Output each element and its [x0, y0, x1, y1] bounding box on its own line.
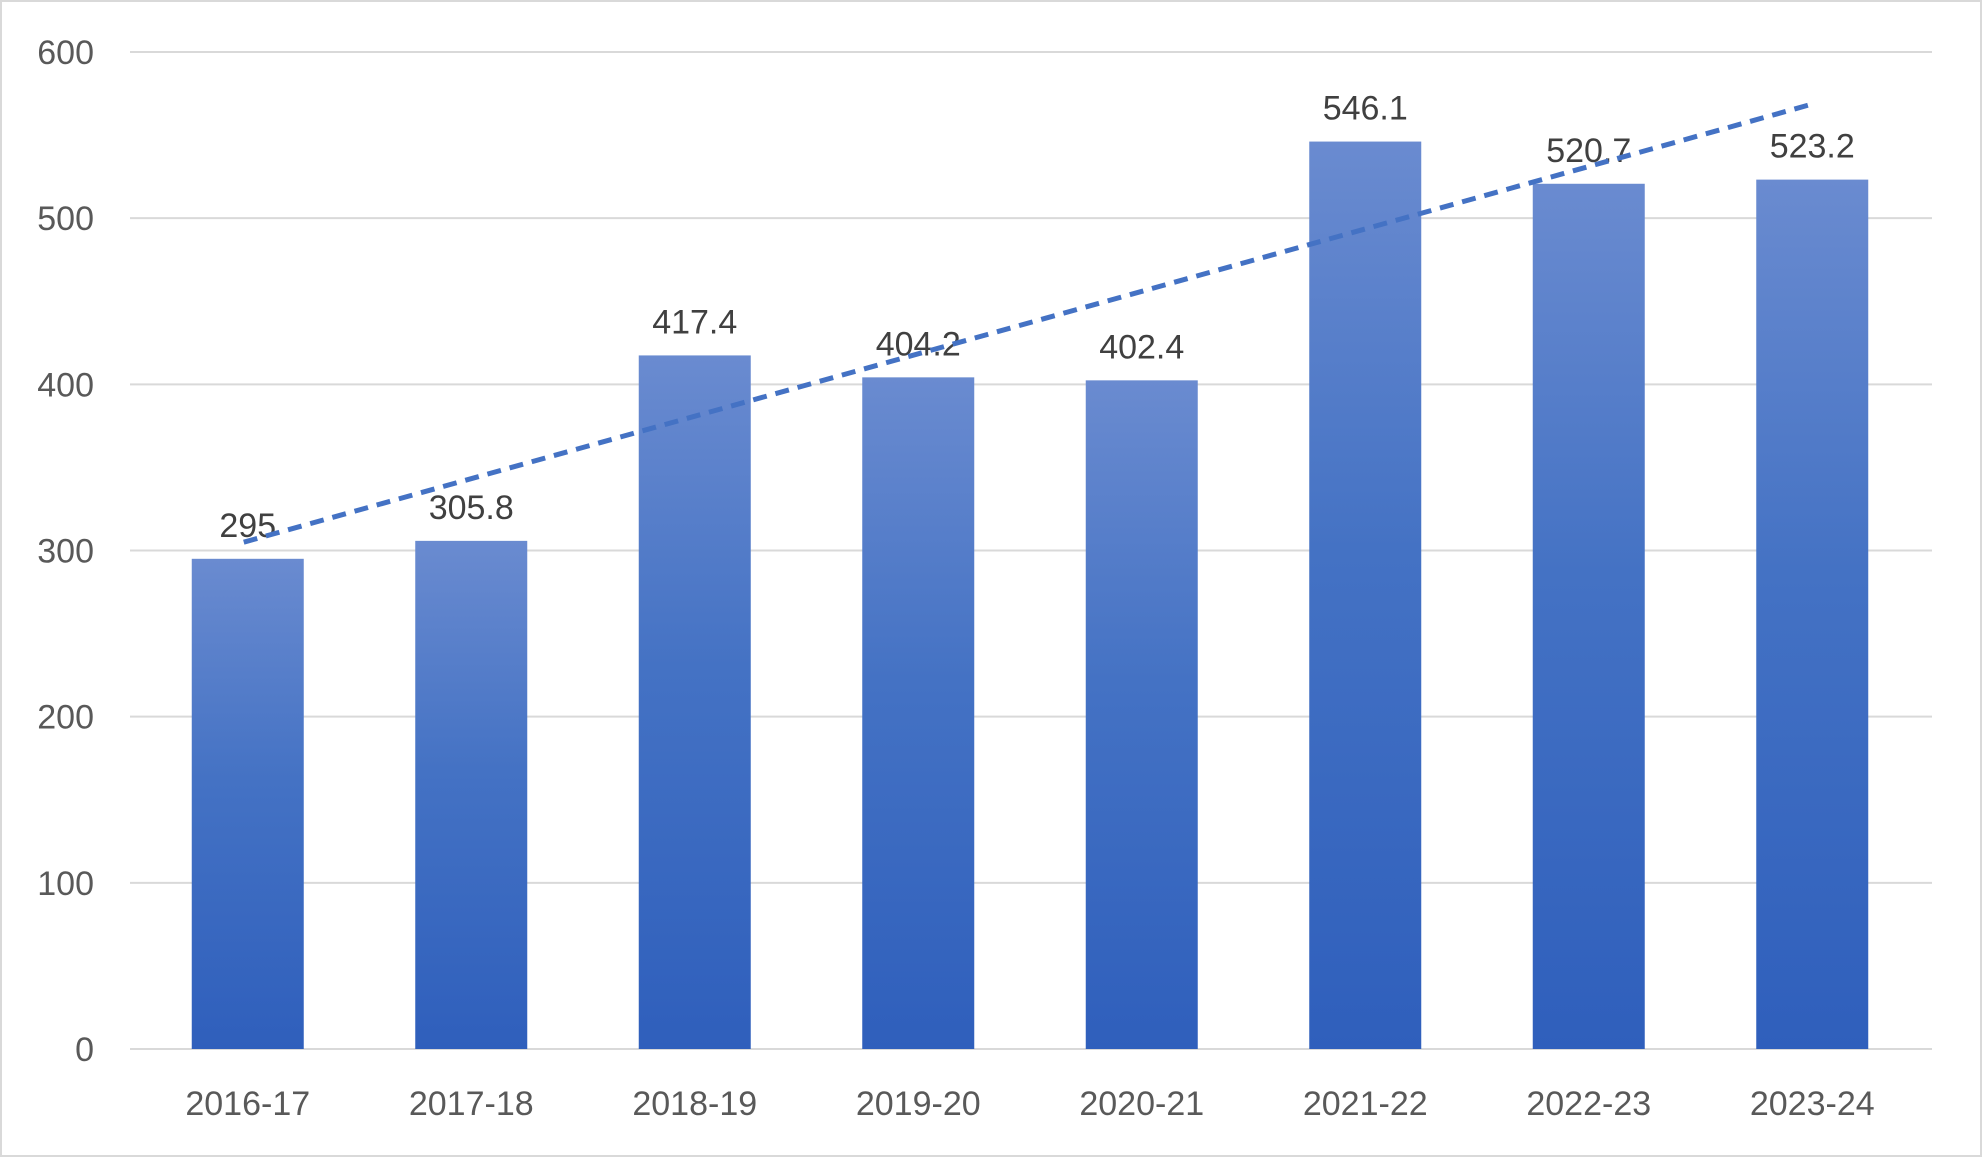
bar	[1085, 380, 1198, 1049]
bar	[415, 540, 528, 1049]
bar	[1532, 183, 1645, 1050]
bars	[191, 141, 1869, 1050]
x-tick-label: 2022-23	[1526, 1085, 1651, 1123]
data-label: 402.4	[1099, 328, 1184, 366]
x-tick-label: 2017-18	[409, 1085, 534, 1123]
y-tick-label: 300	[37, 533, 94, 571]
gridlines	[130, 51, 1932, 1050]
data-label: 523.2	[1770, 128, 1855, 166]
data-labels: 295 305.8 417.4 404.2 402.4 546.1 520.7 523.2	[219, 90, 1854, 545]
data-label: 305.8	[429, 489, 514, 527]
data-label: 546.1	[1323, 90, 1408, 128]
x-tick-label: 2019-20	[856, 1085, 981, 1123]
y-tick-label: 400	[37, 366, 94, 404]
y-tick-label: 100	[37, 865, 94, 903]
y-tick-label: 200	[37, 699, 94, 737]
bar	[1756, 179, 1869, 1050]
trend-line	[243, 102, 1809, 545]
data-label: 520.7	[1546, 132, 1631, 170]
y-tick-label: 600	[37, 34, 94, 72]
bar	[862, 377, 975, 1049]
x-tick-label: 2016-17	[185, 1085, 310, 1123]
data-label: 417.4	[652, 303, 737, 341]
y-tick-label: 0	[75, 1031, 94, 1069]
x-tick-label: 2020-21	[1079, 1085, 1204, 1123]
x-axis-ticks: 2016-17 2017-18 2018-19 2019-20 2020-21 2021-…	[185, 1085, 1874, 1123]
y-tick-label: 500	[37, 200, 94, 238]
bar	[638, 355, 751, 1050]
y-axis-ticks: 0 100 200 300 400 500 600	[37, 34, 94, 1069]
x-tick-label: 2021-22	[1303, 1085, 1428, 1123]
trendline	[243, 102, 1809, 545]
data-label: 295	[219, 507, 276, 545]
x-tick-label: 2018-19	[632, 1085, 757, 1123]
data-label: 404.2	[876, 325, 961, 363]
bar	[1309, 141, 1422, 1049]
x-tick-label: 2023-24	[1750, 1085, 1875, 1123]
bar	[191, 558, 304, 1049]
